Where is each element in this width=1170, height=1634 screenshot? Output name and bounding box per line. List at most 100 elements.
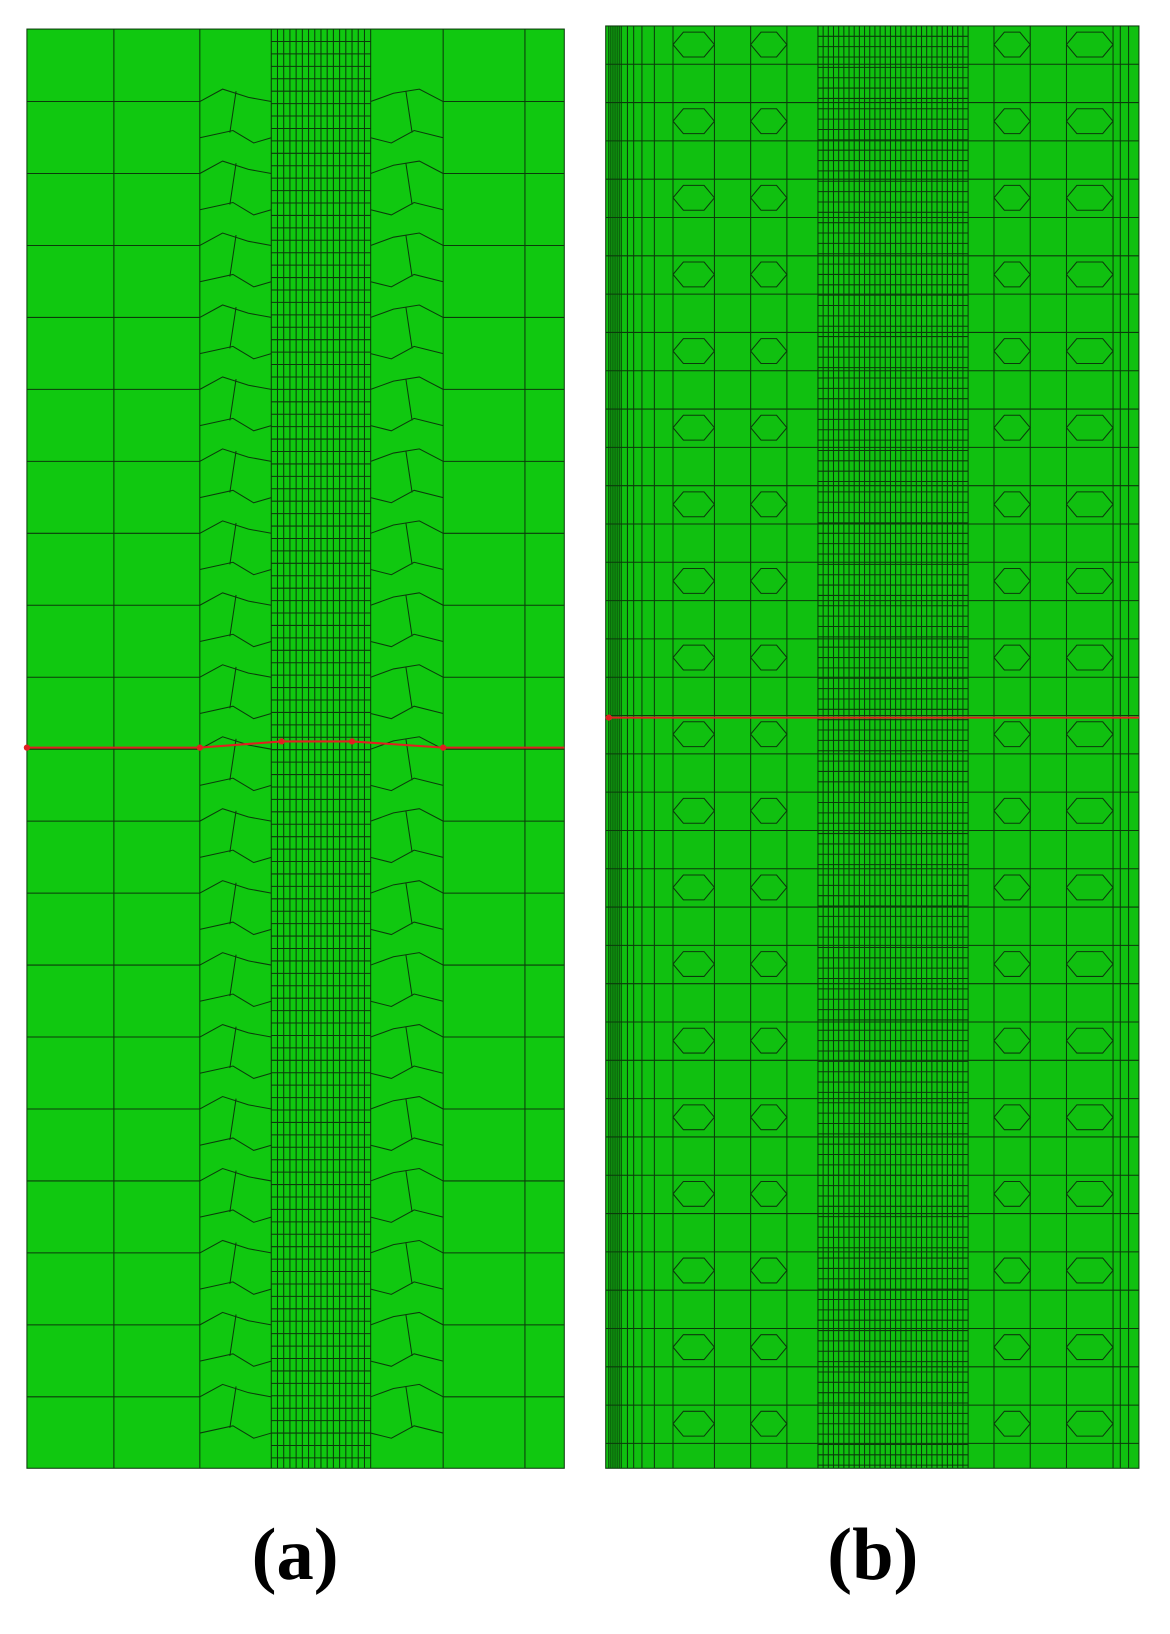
mesh-line — [370, 1137, 444, 1151]
mesh-line — [993, 567, 1031, 594]
mesh-line — [672, 261, 716, 288]
mesh-line — [993, 108, 1031, 135]
mesh-line — [229, 306, 237, 349]
mesh-line — [1066, 951, 1114, 977]
mesh-line — [993, 414, 1031, 441]
mesh-line — [229, 666, 237, 709]
mesh-line — [199, 129, 272, 144]
mesh-line — [199, 849, 272, 864]
mesh-line — [672, 644, 716, 671]
mesh-line — [750, 108, 788, 135]
mesh-line — [199, 1137, 272, 1151]
mesh-line — [229, 163, 237, 205]
mesh-line — [405, 163, 413, 205]
mesh-line — [199, 705, 272, 720]
mesh-line — [405, 1242, 413, 1285]
mesh-line — [405, 91, 413, 133]
mesh-line — [750, 567, 788, 594]
mesh-line — [370, 417, 444, 432]
mesh-line — [672, 1334, 716, 1361]
mesh-line — [672, 797, 716, 824]
mesh-line — [1066, 491, 1114, 518]
mesh-line — [993, 1180, 1031, 1207]
mesh-line — [199, 777, 272, 792]
section-point — [440, 744, 447, 751]
mesh-line — [993, 31, 1031, 58]
mesh-line — [1066, 338, 1114, 365]
section-point — [196, 744, 203, 751]
mesh-line — [672, 184, 716, 211]
mesh-line — [370, 849, 444, 864]
mesh-line — [672, 721, 716, 748]
mesh-line — [370, 489, 444, 504]
mesh-line — [405, 1170, 413, 1213]
mesh-line — [229, 1242, 237, 1285]
mesh-line — [370, 129, 444, 144]
mesh-line — [405, 1386, 413, 1428]
mesh-line — [199, 993, 272, 1008]
mesh-line — [750, 1334, 788, 1361]
mesh-line — [199, 345, 272, 360]
mesh-panel-a — [23, 28, 565, 1469]
mesh-line — [405, 522, 413, 565]
mesh-line — [750, 184, 788, 211]
mesh-line — [1066, 1180, 1114, 1207]
panel-label: (b) — [827, 1514, 918, 1596]
mesh-line — [229, 1170, 237, 1213]
mesh-line — [1066, 1027, 1114, 1054]
mesh-line — [199, 1425, 272, 1439]
mesh-line — [405, 666, 413, 709]
mesh-line — [405, 1026, 413, 1069]
mesh-line — [750, 721, 788, 748]
mesh-panel-b — [605, 25, 1140, 1469]
mesh-line — [750, 414, 788, 441]
mesh-line — [229, 378, 237, 421]
mesh-line — [993, 1410, 1031, 1437]
mesh-line — [370, 705, 444, 720]
mesh-line — [370, 633, 444, 648]
section-point — [278, 738, 285, 745]
mesh-line — [1066, 31, 1114, 58]
mesh-line — [199, 489, 272, 504]
mesh-line — [672, 1410, 716, 1437]
mesh-line — [405, 594, 413, 637]
mesh-line — [370, 1425, 444, 1439]
mesh-line — [993, 1334, 1031, 1361]
mesh-line — [672, 108, 716, 135]
mesh-line — [993, 1257, 1031, 1284]
mesh-line — [229, 235, 237, 277]
mesh-line — [370, 201, 444, 216]
mesh-line — [672, 1257, 716, 1284]
mesh-line — [993, 338, 1031, 365]
mesh-line — [229, 522, 237, 565]
mesh-line — [199, 1065, 272, 1079]
mesh-line — [229, 1098, 237, 1141]
mesh-line — [672, 1180, 716, 1207]
mesh-line — [229, 954, 237, 997]
mesh-line — [229, 594, 237, 637]
mesh-line — [1066, 874, 1114, 901]
section-point — [605, 714, 612, 721]
mesh-line — [229, 1386, 237, 1428]
mesh-line — [993, 721, 1031, 748]
mesh-line — [672, 338, 716, 365]
mesh-line — [672, 874, 716, 901]
mesh-line — [405, 954, 413, 997]
mesh-line — [199, 201, 272, 216]
mesh-line — [672, 567, 716, 594]
mesh-line — [750, 31, 788, 58]
mesh-line — [672, 491, 716, 518]
mesh-line — [370, 993, 444, 1008]
mesh-line — [1066, 1257, 1114, 1284]
mesh-line — [750, 1104, 788, 1131]
mesh-line — [993, 1027, 1031, 1054]
mesh-line — [993, 261, 1031, 288]
mesh-line — [370, 345, 444, 360]
mesh-line — [750, 1027, 788, 1054]
mesh-line — [199, 417, 272, 432]
mesh-line — [672, 1027, 716, 1054]
mesh-line — [370, 777, 444, 792]
